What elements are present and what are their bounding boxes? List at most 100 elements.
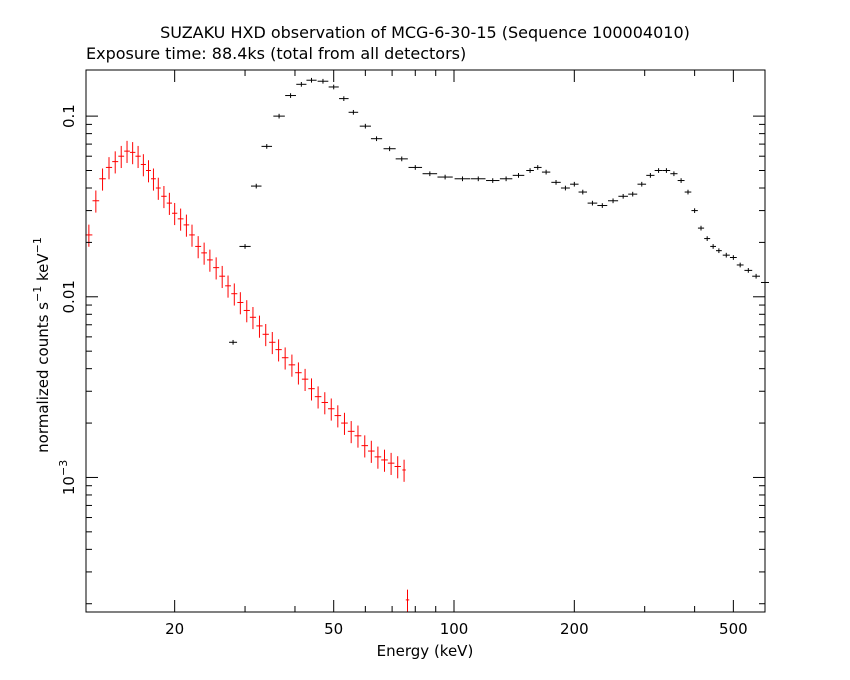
data-point [317,78,329,84]
data-point [560,185,570,191]
data-point [587,200,598,206]
chart-title: SUZAKU HXD observation of MCG-6-30-15 (S… [160,23,690,42]
data-point [177,208,184,231]
data-point [225,275,231,298]
data-point [402,459,406,482]
series-2 [229,77,769,345]
data-point [155,177,161,200]
data-point [662,168,671,173]
data-point [370,136,383,142]
data-point [628,191,638,197]
data-point [348,109,359,115]
x-tick-label: 50 [324,620,343,638]
data-point [354,425,362,448]
data-point [239,244,251,249]
data-point [684,189,692,195]
data-point [135,145,141,169]
data-point [262,324,269,347]
data-point [697,225,705,231]
data-point [578,189,588,195]
data-point [92,190,100,213]
data-point [129,142,136,165]
ticks-layer: 20 50 100 200 500 0.1 0.01 10−3 [57,70,766,638]
data-point [105,157,113,180]
data-point [722,252,730,258]
data-point [422,171,438,177]
data-point [677,178,685,183]
data-point [269,331,276,355]
data-point [151,168,156,191]
data-point [118,145,125,169]
x-tick-label: 20 [165,620,184,638]
data-point [383,146,396,152]
data-point [526,168,534,173]
data-point [314,386,322,409]
data-point [201,242,208,265]
x-axis-label: Energy (keV) [377,642,474,660]
data-point [374,446,382,469]
data-point [328,398,335,421]
data-point [281,347,289,370]
data-point [231,283,238,306]
data-point [161,185,167,209]
data-point [408,165,423,170]
data-point [752,273,760,279]
data-point [273,113,285,119]
data-point [654,168,663,173]
data-point [597,203,608,208]
data-point [172,202,178,226]
data-point [471,176,486,182]
data-point [124,140,130,163]
data-point [541,169,551,175]
data-point [437,174,453,180]
data-point [551,180,561,185]
data-point [140,154,146,177]
data-point [275,339,282,362]
data-point [361,435,369,458]
data-point [306,77,317,83]
data-point [261,144,273,149]
data-point [368,440,375,463]
data-point [716,248,722,254]
data-point [339,96,349,102]
data-point [691,208,698,213]
data-point [145,160,151,183]
data-point [250,183,262,189]
data-point [256,315,263,338]
data-point [387,452,395,475]
data-point [288,354,296,377]
x-tick-label: 500 [719,620,748,638]
data-point [285,93,296,98]
series-layer [85,77,769,612]
data-point [359,123,371,129]
data-point [166,192,173,215]
data-point [618,193,628,199]
x-tick-label: 200 [560,620,589,638]
data-point [308,378,315,401]
data-point [486,178,500,183]
data-point [704,236,711,241]
data-point [189,224,195,247]
data-point [249,307,257,330]
data-point [219,265,226,289]
data-point [533,165,542,170]
data-point [321,392,329,415]
data-point [499,176,513,182]
y-tick-label: 0.1 [60,104,78,128]
data-point [229,339,238,345]
data-point [334,405,342,428]
data-point [341,412,348,435]
chart-subtitle: Exposure time: 88.4ks (total from all de… [86,44,466,63]
data-point [112,151,119,174]
data-point [85,224,93,247]
data-point [670,171,678,177]
series-1 [85,140,410,612]
data-point [512,173,525,178]
data-point [454,176,471,182]
data-point [607,198,619,204]
data-point [637,181,647,187]
plot-frame [85,69,766,613]
x-tick-label: 100 [440,620,469,638]
data-point [301,368,309,391]
